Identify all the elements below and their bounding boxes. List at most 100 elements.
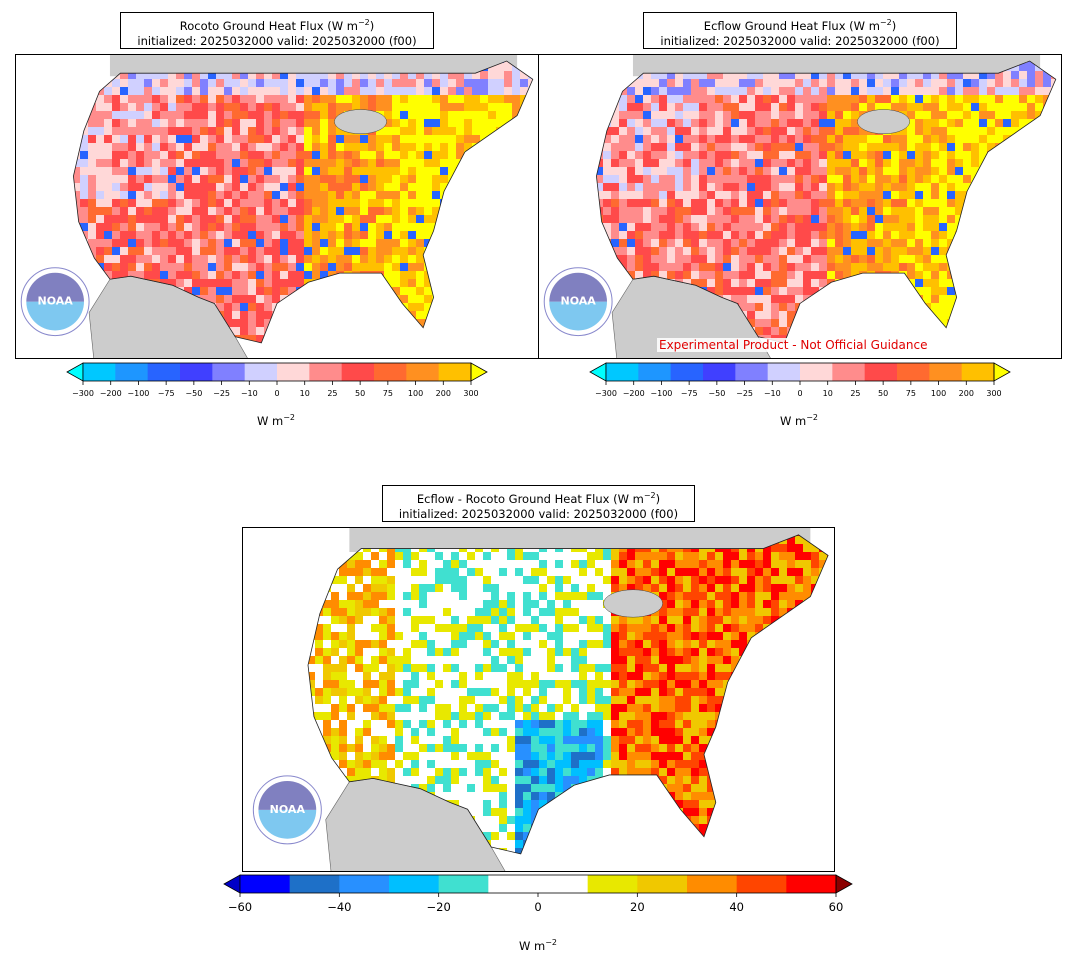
colorbar-swatch: [488, 875, 539, 893]
colorbar-swatch: [438, 875, 489, 893]
colorbar-tick-label: 200: [959, 389, 974, 398]
colorbar-tick-label: −75: [681, 389, 698, 398]
colorbar-tick-label: −200: [100, 389, 122, 398]
colorbar-tick-label: 75: [906, 389, 916, 398]
colorbar-swatch: [832, 363, 866, 381]
colorbar-swatch: [277, 363, 310, 381]
colorbar-swatch: [406, 363, 440, 381]
canada-landmass: [109, 55, 518, 77]
title-text: Ecflow - Rocoto Ground Heat Flux (W m: [416, 491, 644, 506]
unit-text: W m: [518, 938, 546, 953]
colorbar-swatch: [786, 875, 837, 893]
colorbar-swatch: [147, 363, 181, 381]
colorbar-tick-label: 50: [878, 389, 888, 398]
map-svg: NOAA: [543, 55, 1057, 358]
colorbar-swatch: [115, 363, 149, 381]
colorbar-swatch: [961, 363, 995, 381]
title-text: Ecflow Ground Heat Flux (W m: [703, 18, 880, 33]
difference-panel-title: Ecflow - Rocoto Ground Heat Flux (W m−2)…: [382, 485, 695, 522]
title-end: ): [655, 491, 661, 506]
colorbar-tick-label: −25: [213, 389, 230, 398]
noaa-logo: NOAA: [20, 267, 90, 337]
rocoto-panel-title: Rocoto Ground Heat Flux (W m−2) initiali…: [120, 12, 434, 49]
canada-landmass: [632, 55, 1041, 77]
colorbar-tick-label: −60: [228, 900, 252, 914]
title-sup: −2: [879, 18, 892, 27]
unit-sup: −2: [283, 413, 296, 422]
colorbar-swatch: [240, 875, 291, 893]
colorbar-svg: −300 −200 −100 −75 −50 −25 −10 0 10 25 50 75 100 200 3…: [589, 362, 1011, 398]
colorbar-swatch: [736, 875, 787, 893]
canada-landmass: [349, 528, 811, 553]
colorbar-swatch: [339, 875, 390, 893]
colorbar-tick-label: 0: [274, 389, 279, 398]
rocoto-flux-map: NOAA: [15, 54, 539, 359]
colorbar-svg: −300 −200 −100 −75 −50 −25 −10 0 10 25 50 75 100 200 3…: [66, 362, 488, 398]
colorbar-tick-label: 100: [408, 389, 423, 398]
noaa-logo: NOAA: [252, 775, 322, 845]
rocoto-colorbar-unit: W m−2: [236, 413, 316, 428]
colorbar-swatch: [703, 363, 736, 381]
difference-flux-map: NOAA: [242, 527, 835, 872]
noaa-logo-text: NOAA: [561, 295, 597, 308]
unit-sup: −2: [806, 413, 819, 422]
colorbar-swatch: [767, 363, 801, 381]
colorbar-tick-label: −10: [241, 389, 258, 398]
rocoto-colorbar: −300 −200 −100 −75 −50 −25 −10 0 10 25 50 75 100 200 3…: [66, 362, 488, 409]
title-end: ): [891, 18, 897, 33]
colorbar-swatch: [637, 875, 688, 893]
ecflow-colorbar-unit: W m−2: [759, 413, 839, 428]
colorbar-tick-label: −300: [595, 389, 617, 398]
colorbar-swatch: [309, 363, 343, 381]
colorbar-high-arrow: [835, 874, 853, 894]
colorbar-swatch: [538, 875, 589, 893]
map-svg: NOAA: [252, 528, 829, 871]
colorbar-tick-label: 0: [534, 900, 541, 914]
great-lakes: [334, 109, 387, 135]
colorbar-tick-label: −10: [764, 389, 781, 398]
colorbar-swatch: [670, 363, 704, 381]
colorbar-swatch: [374, 363, 407, 381]
colorbar-tick-label: 300: [986, 389, 1001, 398]
difference-colorbar: −60 −40 −20 0 20 40 60: [223, 874, 853, 931]
unit-sup: −2: [545, 938, 558, 947]
colorbar-swatch: [212, 363, 246, 381]
ecflow-panel-title: Ecflow Ground Heat Flux (W m−2) initiali…: [643, 12, 957, 49]
ecflow-colorbar: −300 −200 −100 −75 −50 −25 −10 0 10 25 50 75 100 200 3…: [589, 362, 1011, 409]
unit-text: W m: [779, 413, 807, 428]
colorbar-tick-label: −25: [736, 389, 753, 398]
us-border: [596, 60, 1057, 344]
noaa-logo: NOAA: [543, 267, 613, 337]
colorbar-swatch: [244, 363, 278, 381]
colorbar-swatch: [606, 363, 639, 381]
colorbar-swatch: [180, 363, 213, 381]
colorbar-low-arrow: [223, 874, 241, 894]
great-lakes: [603, 589, 663, 618]
noaa-logo-text: NOAA: [38, 295, 74, 308]
colorbar-tick-label: −300: [72, 389, 94, 398]
colorbar-swatch: [929, 363, 963, 381]
colorbar-tick-label: 0: [797, 389, 802, 398]
title-init-line: initialized: 2025032000 valid: 202503200…: [398, 506, 679, 521]
colorbar-swatch: [638, 363, 672, 381]
colorbar-tick-label: 300: [463, 389, 478, 398]
unit-text: W m: [256, 413, 284, 428]
colorbar-swatch: [341, 363, 375, 381]
colorbar-swatch: [687, 875, 738, 893]
colorbar-tick-label: −200: [623, 389, 645, 398]
us-border: [307, 534, 829, 855]
colorbar-swatch: [438, 363, 472, 381]
us-border: [73, 60, 534, 344]
colorbar-tick-label: 40: [729, 900, 744, 914]
colorbar-tick-label: −100: [127, 389, 149, 398]
colorbar-tick-label: 20: [630, 900, 645, 914]
colorbar-tick-label: 200: [436, 389, 451, 398]
ecflow-flux-map: NOAA: [538, 54, 1062, 359]
colorbar-high-arrow: [993, 362, 1011, 382]
colorbar-swatch: [897, 363, 930, 381]
colorbar-tick-label: 50: [355, 389, 365, 398]
title-init-line: initialized: 2025032000 valid: 202503200…: [660, 33, 940, 48]
colorbar-high-arrow: [470, 362, 488, 382]
colorbar-svg: −60 −40 −20 0 20 40 60: [223, 874, 853, 914]
title-sup: −2: [357, 18, 370, 27]
